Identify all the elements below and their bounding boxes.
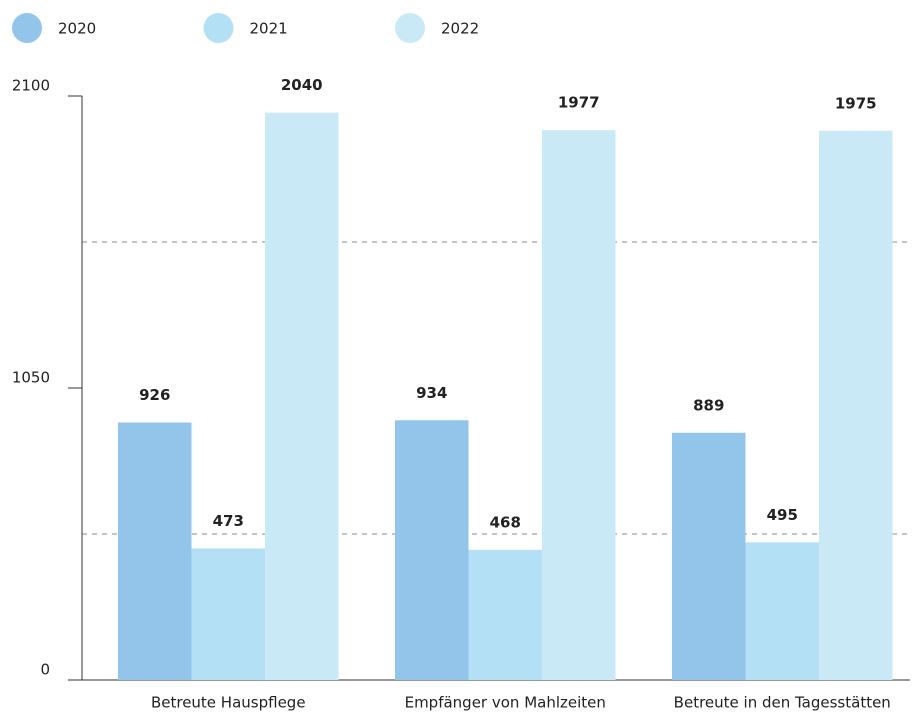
legend-swatch [395, 13, 425, 43]
bar [819, 130, 893, 680]
x-tick-label: Betreute Hauspflege [151, 694, 306, 712]
value-label: 495 [767, 506, 798, 524]
legend-label: 2021 [250, 20, 288, 38]
value-label: 473 [213, 512, 244, 530]
value-label: 1975 [835, 94, 877, 112]
legend-swatch [12, 13, 42, 43]
x-tick-label: Empfänger von Mahlzeiten [405, 694, 606, 712]
bar [542, 130, 616, 681]
legend-swatch [203, 13, 234, 43]
value-label: 1977 [558, 94, 600, 112]
value-label: 2040 [281, 76, 323, 94]
value-label: 889 [693, 396, 724, 414]
y-tick-label: 0 [40, 661, 50, 679]
bar [745, 542, 819, 680]
value-label: 934 [416, 384, 447, 402]
bar [191, 548, 265, 680]
legend-label: 2020 [58, 20, 96, 38]
bar [118, 422, 192, 680]
bar [468, 549, 542, 680]
x-tick-label: Betreute in den Tagesstätten [674, 694, 891, 712]
y-tick-label: 2100 [12, 77, 50, 95]
y-tick-label: 1050 [12, 369, 50, 387]
bar [395, 420, 469, 680]
legend-label: 2022 [441, 20, 479, 38]
value-label: 926 [139, 386, 170, 404]
value-label: 468 [490, 513, 521, 531]
bar [265, 112, 339, 680]
bar [672, 432, 746, 680]
